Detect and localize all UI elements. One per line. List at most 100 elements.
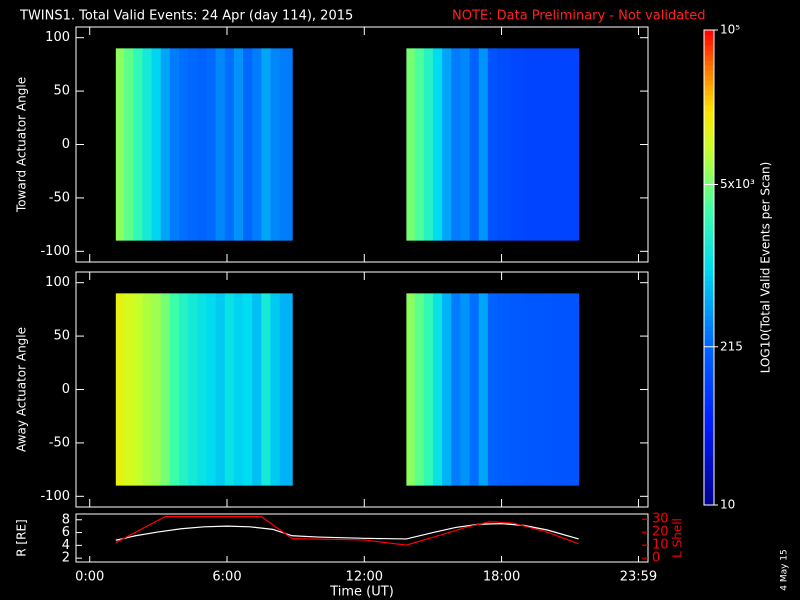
- heatmap-cell: [261, 293, 271, 486]
- heatmap-cell: [124, 48, 134, 241]
- colorbar-step: [704, 430, 714, 436]
- colorbar-step: [704, 475, 714, 481]
- colorbar-step: [704, 80, 714, 86]
- colorbar-step: [704, 120, 714, 126]
- heatmap-cell: [188, 48, 198, 241]
- heatmap-cell: [243, 293, 253, 486]
- colorbar-step: [704, 480, 714, 486]
- colorbar-step: [704, 75, 714, 81]
- y-axis-label: R [RE]: [15, 519, 29, 556]
- heatmap-cell: [460, 293, 471, 486]
- heatmap-cell: [142, 48, 153, 241]
- y-axis-label: Toward Actuator Angle: [15, 77, 29, 213]
- colorbar-step: [704, 490, 714, 496]
- colorbar-step: [704, 380, 714, 386]
- heatmap-cell: [233, 48, 244, 241]
- colorbar-step: [704, 400, 714, 406]
- colorbar-step: [704, 495, 714, 501]
- colorbar-step: [704, 90, 714, 96]
- colorbar-step: [704, 165, 714, 171]
- heatmap-cell: [524, 48, 539, 241]
- heatmap-cell: [151, 293, 162, 486]
- colorbar-step: [704, 285, 714, 291]
- heatmap-cell: [551, 48, 567, 241]
- heatmap-cell: [243, 48, 253, 241]
- note: NOTE: Data Preliminary - Not validated: [452, 9, 706, 24]
- colorbar-step: [704, 300, 714, 306]
- heatmap-cell: [565, 293, 580, 486]
- colorbar-step: [704, 205, 714, 211]
- heatmap-cell: [115, 48, 125, 241]
- heatmap-cell: [160, 293, 171, 486]
- y2-tick-label: 20: [652, 525, 669, 540]
- colorbar-step: [704, 235, 714, 241]
- y-tick-label: 6: [62, 525, 70, 540]
- colorbar-step: [704, 140, 714, 146]
- y-tick-label: 100: [45, 30, 70, 45]
- colorbar-step: [704, 105, 714, 111]
- plot-area: [115, 515, 579, 546]
- colorbar-step: [704, 220, 714, 226]
- colorbar-step: [704, 135, 714, 141]
- colorbar-step: [704, 215, 714, 221]
- colorbar-step: [704, 405, 714, 411]
- colorbar-step: [704, 455, 714, 461]
- y-tick-label: -50: [49, 435, 70, 450]
- heatmap-cell: [551, 293, 567, 486]
- colorbar-step: [704, 85, 714, 91]
- heatmap-cell: [469, 48, 480, 241]
- y-tick-label: -100: [40, 244, 70, 259]
- colorbar-step: [704, 150, 714, 156]
- colorbar-step: [704, 365, 714, 371]
- y-tick-label: 0: [62, 382, 70, 397]
- heatmap-cell: [169, 48, 180, 241]
- x-tick-label: 6:00: [212, 570, 241, 585]
- heatmap-cell: [414, 293, 425, 486]
- colorbar-step: [704, 315, 714, 321]
- series-line: [115, 522, 579, 541]
- y-tick-label: 100: [45, 275, 70, 290]
- colorbar-step: [704, 460, 714, 466]
- colorbar-step: [704, 40, 714, 46]
- colorbar-step: [704, 305, 714, 311]
- heatmap-cell: [206, 293, 217, 486]
- heatmap-cell: [478, 293, 489, 486]
- y-tick-label: 0: [62, 137, 70, 152]
- heatmap-cell: [233, 293, 244, 486]
- heatmap-cell: [414, 48, 425, 241]
- heatmap-cell: [538, 293, 553, 486]
- y-tick-label: 50: [53, 84, 70, 99]
- colorbar-step: [704, 60, 714, 66]
- x-axis-label: Time (UT): [329, 585, 394, 600]
- colorbar-step: [704, 345, 714, 351]
- colorbar-step: [704, 130, 714, 136]
- x-tick-label: 23:59: [620, 570, 657, 585]
- colorbar-step: [704, 325, 714, 331]
- colorbar-step: [704, 180, 714, 186]
- colorbar-step: [704, 145, 714, 151]
- heatmap-cell: [496, 48, 512, 241]
- heatmap-cell: [524, 293, 539, 486]
- heatmap-cell: [252, 293, 262, 486]
- colorbar-step: [704, 425, 714, 431]
- date-stamp: 4 May 15: [780, 549, 790, 591]
- colorbar-label: LOG10(Total Valid Events per Scan): [759, 162, 773, 374]
- colorbar-step: [704, 450, 714, 456]
- colorbar-step: [704, 270, 714, 276]
- colorbar-step: [704, 265, 714, 271]
- colorbar-step: [704, 250, 714, 256]
- x-tick-label: 18:00: [483, 570, 520, 585]
- colorbar-step: [704, 445, 714, 451]
- colorbar-step: [704, 385, 714, 391]
- colorbar-step: [704, 410, 714, 416]
- heatmap-cell: [133, 293, 143, 486]
- colorbar-step: [704, 65, 714, 71]
- heatmap-cell: [115, 293, 125, 486]
- heatmap-cell: [124, 293, 134, 486]
- colorbar-step: [704, 185, 714, 191]
- y-tick-label: -100: [40, 489, 70, 504]
- colorbar-step: [704, 100, 714, 106]
- heatmap-cell: [478, 48, 489, 241]
- series-line: [115, 515, 579, 546]
- colorbar-step: [704, 95, 714, 101]
